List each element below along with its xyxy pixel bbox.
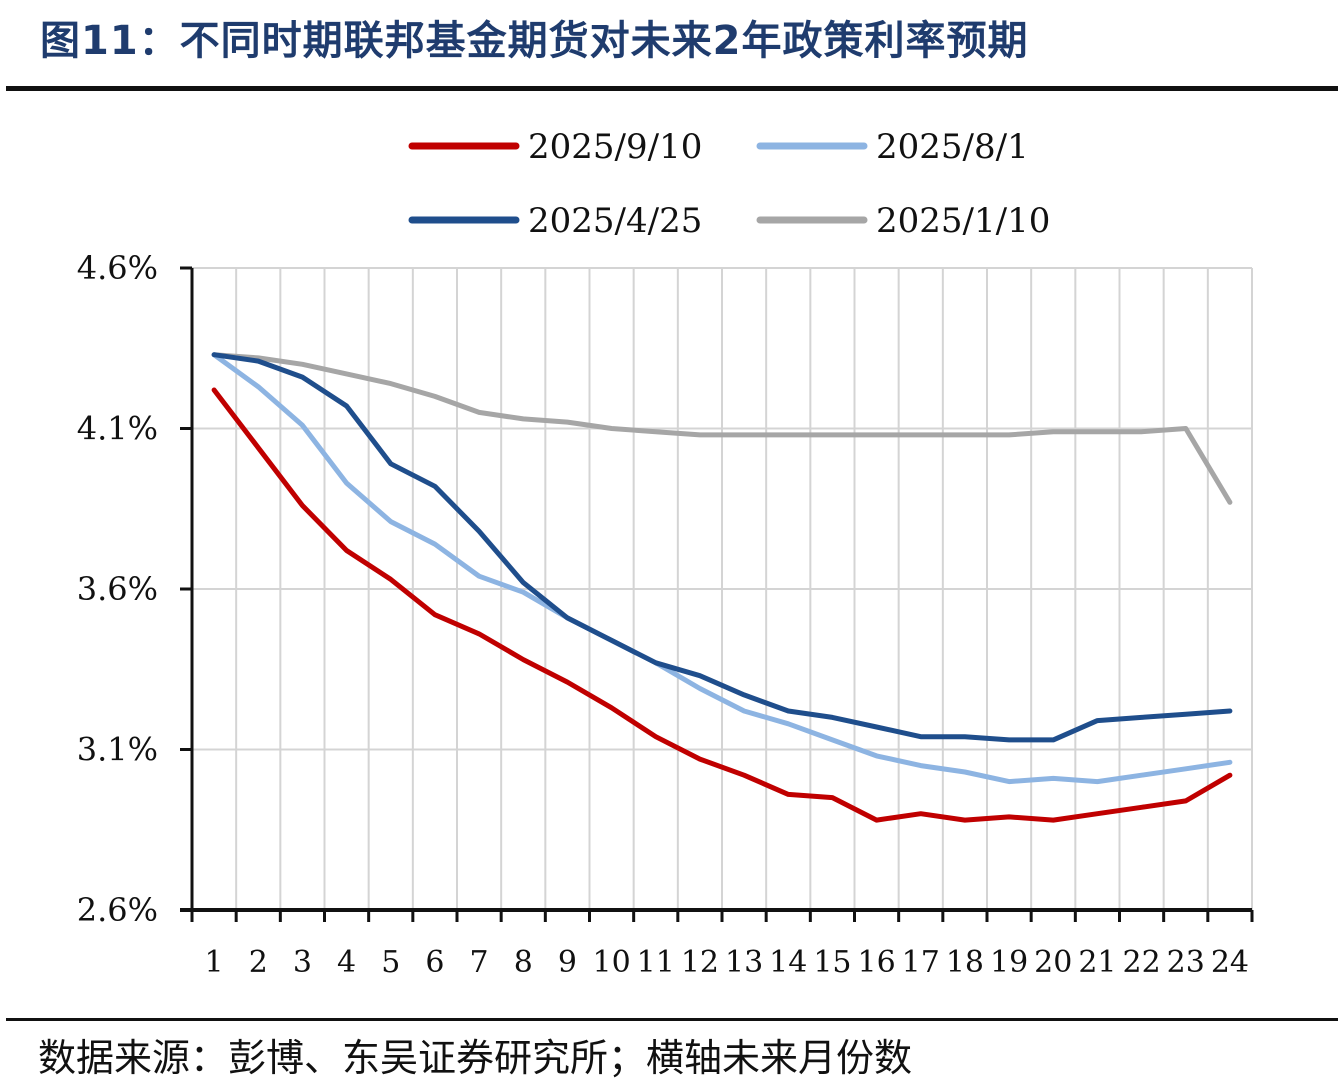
- y-tick-label: 4.1%: [77, 410, 158, 448]
- x-tick-label: 3: [293, 945, 312, 980]
- x-tick-label: 24: [1211, 945, 1249, 980]
- x-tick-label: 18: [946, 945, 984, 980]
- x-tick-label: 20: [1034, 945, 1072, 980]
- x-tick-label: 19: [990, 945, 1028, 980]
- x-tick-label: 23: [1167, 945, 1205, 980]
- bottom-rule: [6, 1018, 1338, 1021]
- grid-lines: [191, 267, 1253, 911]
- x-tick-label: 1: [205, 945, 224, 980]
- legend-label: 2025/8/1: [876, 127, 1029, 167]
- x-tick-label: 13: [725, 945, 763, 980]
- top-rule: [6, 86, 1338, 91]
- x-tick-label: 6: [425, 945, 444, 980]
- series-line-4: [211, 352, 1233, 505]
- x-tick-label: 7: [470, 945, 489, 980]
- x-tick-label: 15: [813, 945, 851, 980]
- x-tick-label: 5: [381, 945, 400, 980]
- chart-title: 图11：不同时期联邦基金期货对未来2年政策利率预期: [40, 18, 1029, 64]
- series-line-3: [211, 352, 1233, 743]
- legend-label: 2025/1/10: [876, 201, 1050, 241]
- y-tick-label: 4.6%: [77, 249, 158, 287]
- y-tick-label: 3.1%: [77, 731, 158, 769]
- series-line-1: [211, 387, 1233, 823]
- legend-label: 2025/9/10: [528, 127, 702, 167]
- x-tick-label: 11: [637, 945, 675, 980]
- series-lines: [211, 352, 1233, 823]
- source-note: 数据来源：彭博、东吴证券研究所；横轴未来月份数: [38, 1036, 913, 1080]
- y-tick-label: 3.6%: [77, 570, 158, 608]
- y-tick-labels: 4.6% 4.1% 3.6% 3.1% 2.6%: [77, 249, 158, 929]
- x-tick-label: 21: [1078, 945, 1116, 980]
- x-tick-label: 10: [592, 945, 630, 980]
- y-tick-label: 2.6%: [77, 891, 158, 929]
- series-line-2: [211, 352, 1233, 785]
- legend-label: 2025/4/25: [528, 201, 702, 241]
- x-tick-label: 12: [681, 945, 719, 980]
- line-chart: 2025/9/10 2025/8/1 2025/4/25 2025/1/10 4.6%…: [77, 127, 1254, 980]
- x-tick-label: 22: [1122, 945, 1160, 980]
- x-tick-label: 2: [249, 945, 268, 980]
- x-tick-label: 8: [514, 945, 533, 980]
- x-tick-label: 17: [902, 945, 940, 980]
- legend: 2025/9/10 2025/8/1 2025/4/25 2025/1/10: [408, 127, 1050, 241]
- x-tick-label: 4: [337, 945, 356, 980]
- x-tick-label: 14: [769, 945, 807, 980]
- x-tick-labels: 1 2 3 4 5 6 7 8 9 10 11 12 13 14 15 16 17 18 19 20 21 22 23 24: [205, 945, 1249, 980]
- x-tick-label: 9: [558, 945, 577, 980]
- x-tick-label: 16: [857, 945, 895, 980]
- axes: [180, 266, 1254, 922]
